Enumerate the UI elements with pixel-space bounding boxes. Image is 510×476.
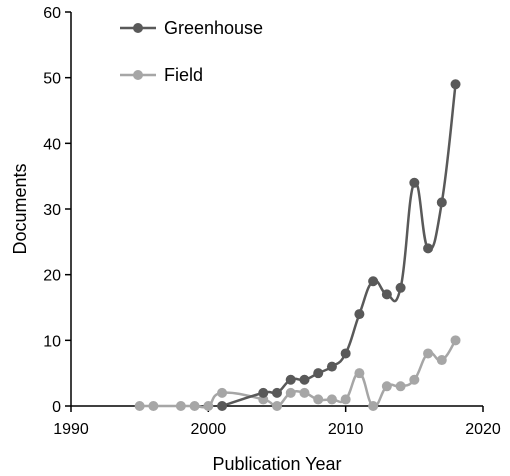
data-point <box>203 401 214 411</box>
x-tick-label: 1990 <box>53 421 89 438</box>
data-point <box>272 401 282 411</box>
data-point <box>285 374 296 385</box>
data-point <box>313 368 324 379</box>
data-point <box>340 394 351 405</box>
legend-marker <box>133 23 143 33</box>
data-point <box>148 401 159 411</box>
legend-label: Greenhouse <box>164 18 263 38</box>
data-point <box>354 309 365 320</box>
data-point <box>354 368 365 379</box>
data-point <box>368 401 379 411</box>
y-tick-label: 20 <box>43 268 61 285</box>
legend-marker <box>133 70 143 80</box>
y-axis-title: Documents <box>10 163 30 254</box>
data-point <box>258 387 269 398</box>
series-line <box>221 84 457 408</box>
data-point <box>326 361 337 372</box>
x-tick-label: 2010 <box>328 421 364 438</box>
legend-item-field: Field <box>120 65 203 85</box>
data-point <box>340 348 351 359</box>
data-point <box>409 177 420 188</box>
data-point <box>217 387 228 398</box>
data-point <box>423 243 434 254</box>
data-point <box>175 401 186 411</box>
tick-group: 0 10 20 30 40 50 60 1990 2000 2010 2020 <box>43 5 501 438</box>
data-point <box>381 381 392 392</box>
data-point <box>313 394 324 405</box>
data-point <box>189 401 200 411</box>
data-point <box>299 387 310 398</box>
x-axis-title: Publication Year <box>212 454 341 474</box>
data-point <box>134 401 145 411</box>
data-point <box>436 197 447 208</box>
data-point <box>381 289 392 300</box>
legend-item-greenhouse: Greenhouse <box>120 18 263 38</box>
y-tick-label: 60 <box>43 5 61 22</box>
legend-label: Field <box>164 65 203 85</box>
data-point <box>409 374 420 385</box>
data-point <box>395 282 406 293</box>
series-line <box>139 339 457 409</box>
data-point <box>326 394 337 405</box>
x-tick-label: 2000 <box>191 421 227 438</box>
y-tick-label: 40 <box>43 136 61 153</box>
series-greenhouse <box>217 79 461 411</box>
data-point <box>272 387 282 398</box>
data-point <box>436 355 447 366</box>
y-tick-label: 30 <box>43 202 61 219</box>
y-tick-label: 50 <box>43 71 61 88</box>
y-tick-label: 10 <box>43 333 61 350</box>
data-point <box>450 335 461 346</box>
x-tick-label: 2020 <box>465 421 501 438</box>
data-point <box>299 374 310 385</box>
data-point <box>423 348 434 359</box>
data-point <box>395 381 406 392</box>
data-point <box>285 387 296 398</box>
legend: Greenhouse Field <box>120 18 263 85</box>
y-tick-label: 0 <box>52 399 61 416</box>
data-point <box>217 401 228 411</box>
series-field <box>134 335 461 411</box>
data-point <box>450 79 461 90</box>
series-layer <box>134 79 461 411</box>
data-point <box>368 276 379 287</box>
